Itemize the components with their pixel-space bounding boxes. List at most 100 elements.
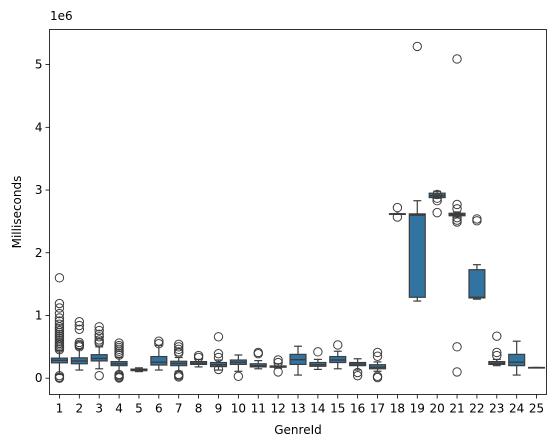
outlier-point: [213, 364, 224, 375]
x-tick-label: 10: [231, 402, 246, 416]
outlier-point: [432, 196, 442, 206]
outlier-point: [174, 372, 184, 382]
box-group: [289, 345, 307, 376]
box-group: [349, 358, 367, 381]
y-tick-label: 0: [35, 371, 43, 385]
box-group: [329, 340, 347, 370]
outlier-point: [74, 320, 85, 331]
outlier-point: [114, 373, 124, 383]
axes-frame: [49, 29, 547, 395]
outlier-point: [472, 214, 482, 224]
x-tick-label: 16: [350, 402, 365, 416]
outlier-point: [412, 41, 422, 52]
outlier-point: [492, 331, 502, 341]
x-tick-label: 20: [430, 402, 445, 416]
outlier-point: [372, 347, 383, 358]
box-group: [468, 214, 486, 300]
x-tick-label: 6: [155, 402, 163, 416]
x-tick-label: 23: [489, 402, 504, 416]
outlier-point: [452, 342, 462, 352]
outlier-point: [313, 347, 323, 357]
outlier-point: [452, 367, 462, 377]
outlier-point: [432, 207, 442, 218]
box-group: [388, 202, 406, 222]
outlier-point: [54, 373, 65, 383]
outlier-point: [372, 351, 383, 361]
box-group: [50, 273, 68, 383]
x-tick-label: 22: [469, 402, 484, 416]
outlier-point: [372, 372, 383, 383]
y-tick-label: 1: [35, 308, 43, 322]
outlier-point: [114, 350, 124, 360]
y-tick-label: 4: [35, 120, 43, 134]
x-tick-label: 1: [56, 402, 64, 416]
x-tick-label: 21: [449, 402, 464, 416]
outlier-point: [213, 332, 224, 342]
x-tick-label: 18: [390, 402, 405, 416]
x-tick-label: 2: [75, 402, 83, 416]
outlier-point: [432, 189, 442, 200]
outlier-point: [54, 344, 65, 355]
box-iqr: [468, 269, 486, 299]
outlier-point: [392, 202, 403, 213]
box-iqr: [150, 355, 168, 366]
y-tick-label: 2: [35, 246, 43, 260]
x-tick-label: 9: [215, 402, 223, 416]
x-axis: 1 2 3 4 5 6 7 8 9 10 11 12 13 14 15 16 17 18 19 20 21 22 23 24 2…: [56, 394, 544, 416]
box-group: [249, 347, 267, 370]
box-iqr: [508, 353, 526, 367]
x-axis-label: GenreId: [274, 423, 322, 437]
x-tick-label: 15: [330, 402, 345, 416]
x-tick-label: 5: [135, 402, 143, 416]
outlier-point: [54, 303, 65, 313]
box-group: [269, 355, 287, 377]
outlier-point: [273, 367, 283, 377]
outlier-point: [352, 370, 363, 381]
outlier-point: [174, 344, 184, 355]
box-group: [130, 367, 148, 373]
x-tick-label: 17: [370, 402, 385, 416]
box-group: [70, 317, 88, 371]
x-tick-label: 24: [509, 402, 524, 416]
box-group: [170, 339, 188, 382]
box-iqr: [408, 213, 426, 298]
outlier-point: [472, 216, 482, 226]
outlier-point: [492, 350, 502, 361]
outlier-point: [54, 273, 65, 283]
box-group: [90, 322, 108, 381]
x-tick-label: 25: [529, 402, 544, 416]
outlier-point: [94, 332, 104, 342]
outlier-point: [154, 336, 164, 346]
x-tick-label: 4: [115, 402, 123, 416]
outlier-point: [193, 350, 204, 361]
box-group: [408, 41, 426, 302]
box-group: [428, 189, 446, 218]
outlier-point: [452, 212, 462, 223]
y-tick-label: 3: [35, 183, 43, 197]
box-group: [150, 336, 168, 371]
outlier-point: [74, 342, 85, 352]
x-tick-label: 14: [310, 402, 325, 416]
outlier-point: [452, 217, 462, 227]
y-axis: 0 1 2 3 4 5: [35, 58, 50, 385]
outlier-point: [352, 367, 363, 378]
outlier-point: [193, 352, 204, 363]
box-group: [190, 350, 208, 368]
outlier-point: [452, 54, 462, 64]
outlier-point: [54, 316, 65, 326]
box-group: [229, 354, 247, 382]
x-tick-label: 3: [95, 402, 103, 416]
outlier-point: [54, 308, 65, 319]
outlier-point: [492, 347, 502, 358]
y-tick-label: 5: [35, 58, 43, 72]
box-group: [209, 332, 228, 375]
outlier-point: [94, 325, 104, 336]
outlier-point: [432, 193, 442, 203]
outlier-point: [74, 317, 85, 327]
y-axis-label: Milliseconds: [10, 176, 24, 249]
outlier-point: [273, 355, 283, 365]
box-group: [368, 347, 387, 383]
outlier-point: [94, 370, 104, 381]
outlier-point: [154, 339, 164, 349]
